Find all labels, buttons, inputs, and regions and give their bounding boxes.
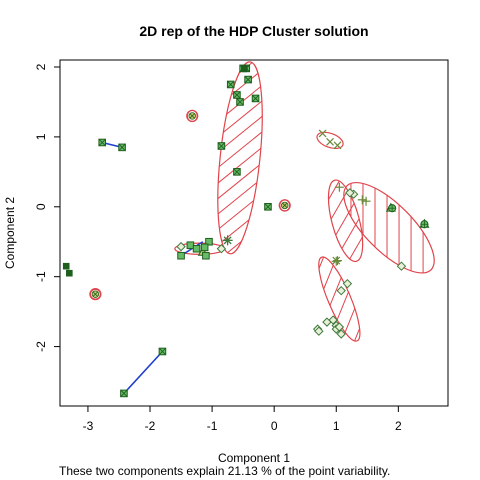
- data-point: [217, 142, 226, 150]
- data-point: [186, 241, 195, 250]
- data-point: [318, 129, 327, 138]
- data-point: [251, 94, 260, 103]
- x-tick-label: 0: [271, 419, 278, 433]
- data-point: [66, 269, 73, 277]
- x-tick-label: -2: [145, 419, 156, 433]
- data-point: [332, 256, 342, 266]
- data-point: [216, 244, 227, 254]
- cluster-ellipse: [311, 252, 368, 346]
- data-point: [396, 261, 407, 271]
- data-point: [314, 326, 324, 336]
- data-point: [336, 285, 346, 296]
- data-point: [200, 243, 209, 252]
- plot-frame: [59, 59, 449, 407]
- data-point: [192, 244, 201, 253]
- data-point: [89, 288, 102, 301]
- y-tick-label: 2: [34, 63, 48, 70]
- y-tick-label: -2: [34, 341, 48, 352]
- data-point: [334, 182, 344, 192]
- data-point: [332, 256, 341, 265]
- y-tick-label: 0: [34, 203, 48, 210]
- data-point: [326, 137, 334, 146]
- x-axis-label: Component 1: [218, 451, 290, 465]
- data-point: [244, 75, 252, 84]
- data-point: [62, 262, 70, 270]
- x-tick-label: -1: [207, 419, 218, 433]
- y-tick-label: -1: [34, 271, 48, 282]
- data-point: [233, 91, 241, 99]
- data-point: [98, 138, 107, 147]
- data-point: [357, 195, 367, 205]
- data-point: [118, 143, 126, 152]
- data-point: [334, 322, 345, 332]
- data-point: [226, 80, 235, 89]
- data-point: [278, 199, 291, 212]
- cluster-segment: [123, 350, 164, 394]
- data-point: [420, 220, 429, 229]
- x-tick-label: 1: [333, 419, 340, 433]
- data-points: [62, 64, 430, 398]
- data-point: [177, 251, 185, 260]
- variability-note: These two components explain 21.13 % of …: [59, 464, 390, 478]
- data-point: [120, 389, 128, 398]
- data-point: [264, 202, 272, 211]
- data-point: [361, 196, 371, 206]
- x-tick-label: 2: [395, 419, 402, 433]
- data-point: [222, 235, 233, 246]
- data-point: [345, 188, 355, 198]
- chart-title: 2D rep of the HDP Cluster solution: [139, 23, 368, 39]
- data-point: [322, 317, 332, 327]
- cluster-ellipse: [338, 169, 448, 287]
- y-tick-label: 1: [34, 133, 48, 140]
- y-axis-label: Component 2: [3, 197, 17, 269]
- y-axis: -2 -1 0 1 2: [34, 63, 60, 352]
- data-point: [342, 278, 353, 289]
- data-point: [241, 65, 248, 72]
- data-point: [205, 237, 213, 246]
- data-point: [176, 241, 186, 252]
- cluster-ellipse: [316, 131, 344, 150]
- cluster-ellipse: [321, 176, 370, 265]
- data-point: [236, 98, 244, 106]
- data-point: [202, 251, 210, 260]
- data-point: [186, 109, 199, 123]
- data-point: [336, 329, 346, 339]
- data-point: [233, 168, 241, 176]
- x-tick-label: -3: [83, 419, 94, 433]
- x-axis: -3 -2 -1 0 1 2: [83, 406, 402, 433]
- data-point: [158, 347, 167, 356]
- data-point: [388, 204, 397, 213]
- cluster-segments: [102, 141, 204, 394]
- data-point: [333, 141, 342, 150]
